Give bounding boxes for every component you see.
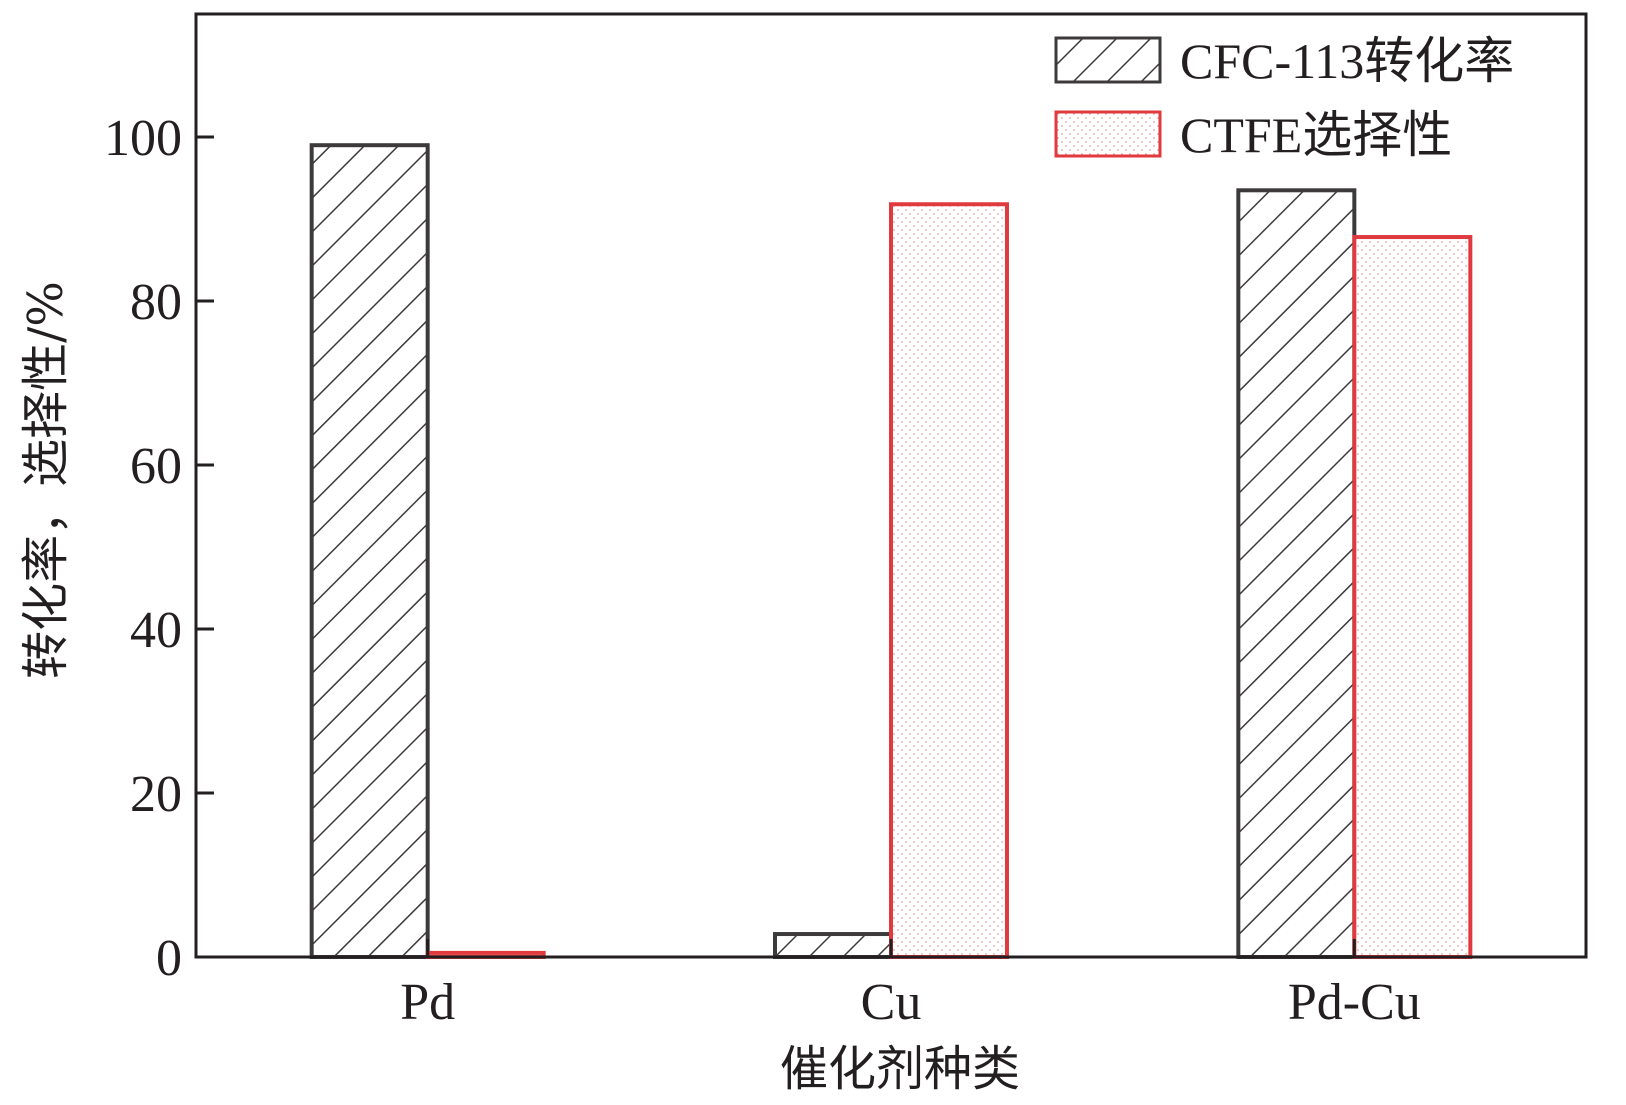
bar-cfc113-conversion-pd-cu [1236,188,1357,960]
legend-swatch-ctfe [1054,110,1162,158]
legend-label-ctfe: CTFE选择性 [1180,107,1452,163]
y-axis: 0 20 40 60 80 100 [104,110,214,987]
y-tick-label: 20 [130,766,182,823]
legend-label-cfc113: CFC-113转化率 [1180,33,1514,89]
y-tick-label: 40 [130,602,182,659]
x-tick-label: Pd [400,974,455,1031]
x-axis-title: 催化剂种类 [780,1041,1020,1097]
bar-cfc113-conversion-cu [773,932,893,959]
y-tick-label: 100 [104,110,182,167]
x-tick-label: Pd-Cu [1288,974,1421,1031]
legend: CFC-113转化率 CTFE选择性 [1054,33,1514,163]
bar-ctfe-selectivity-cu [889,202,1009,960]
legend-swatch-cfc113 [1054,36,1162,84]
bars-layer [309,143,1473,960]
bar-ctfe-selectivity-pd-cu [1352,235,1473,960]
y-tick-label: 60 [130,438,182,495]
y-axis-title: 转化率，选择性/% [18,281,74,679]
bar-cfc113-conversion-pd [309,143,430,959]
x-axis: Pd Cu Pd-Cu [400,939,1421,1031]
y-tick-label: 0 [156,930,182,987]
y-tick-label: 80 [130,274,182,331]
x-tick-label: Cu [861,974,922,1031]
